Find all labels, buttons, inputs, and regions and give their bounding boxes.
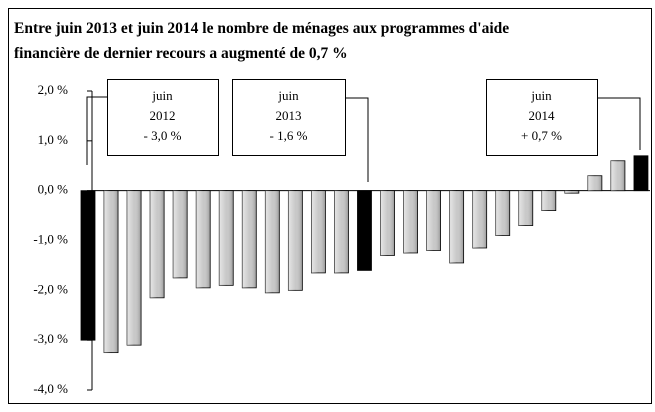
bar-shade: [265, 190, 280, 293]
bar-shade: [127, 190, 142, 346]
bar-shade: [380, 190, 395, 256]
bar-shade: [472, 190, 487, 248]
bar-shade: [495, 190, 510, 236]
bar-shade: [311, 190, 326, 273]
bar-shade: [150, 190, 165, 298]
bar-shade: [564, 190, 579, 194]
annotation-text: juin: [151, 88, 173, 103]
bar-shade: [334, 190, 349, 273]
y-tick-label: 2,0 %: [38, 82, 69, 97]
annotation-box: [107, 79, 219, 156]
y-tick-label: -4,0 %: [33, 381, 68, 396]
bar-shade: [104, 190, 119, 353]
y-tick-label: -2,0 %: [33, 281, 68, 296]
bar-shade: [610, 160, 625, 191]
annotation-text: + 0,7 %: [521, 128, 562, 143]
connector: [86, 96, 107, 165]
bar-shade: [403, 190, 418, 253]
bar-shade: [242, 190, 257, 288]
bar-shade: [587, 175, 602, 191]
y-tick-label: -3,0 %: [33, 331, 68, 346]
bar-shade: [518, 190, 533, 226]
annotation-text: juin: [530, 88, 552, 103]
bar-shade: [173, 190, 188, 278]
y-tick-label: 0,0 %: [38, 182, 69, 197]
annotation-text: - 3,0 %: [144, 128, 182, 143]
annotation-text: 2014: [529, 108, 556, 123]
annotation-box: [486, 79, 598, 156]
annotation-text: 2012: [150, 108, 176, 123]
annotation-box: [232, 79, 346, 156]
y-tick-label: -1,0 %: [33, 231, 68, 246]
bar-shade: [288, 190, 303, 291]
bar-shade: [426, 190, 441, 251]
connector: [345, 97, 369, 182]
bar: [80, 190, 96, 341]
bar-shade: [196, 190, 211, 288]
bar-shade: [541, 190, 556, 211]
annotation-text: - 1,6 %: [270, 128, 308, 143]
bar: [633, 155, 649, 192]
connector: [597, 97, 641, 150]
chart-title: financière de dernier recours a augmenté…: [14, 45, 348, 62]
annotation-text: juin: [277, 88, 299, 103]
bar-shade: [449, 190, 464, 263]
bar: [357, 190, 372, 271]
y-tick-label: 1,0 %: [38, 132, 69, 147]
chart-title: Entre juin 2013 et juin 2014 le nombre d…: [14, 20, 509, 37]
bar-shade: [219, 190, 234, 286]
annotation-text: 2013: [276, 108, 302, 123]
